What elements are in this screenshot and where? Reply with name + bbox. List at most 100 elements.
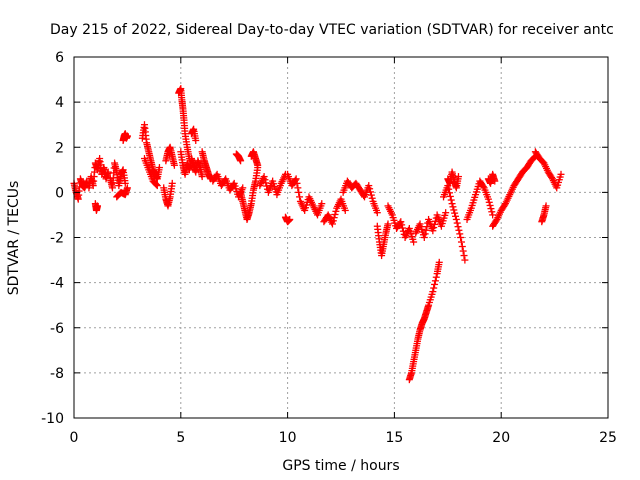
data-point (446, 189, 454, 197)
data-point (295, 188, 303, 196)
data-point (430, 284, 438, 292)
data-point (399, 224, 407, 232)
data-point (454, 223, 462, 231)
data-point (445, 185, 453, 193)
data-point (237, 157, 245, 165)
grid-lines (74, 57, 608, 418)
data-point (365, 182, 373, 190)
x-tick-label: 5 (176, 430, 185, 446)
data-point (168, 179, 176, 187)
data-point (456, 230, 464, 238)
data-point (450, 206, 458, 214)
y-tick-labels: -10 -8 -6 -4 -2 0 2 4 6 (41, 50, 64, 427)
data-point (542, 202, 550, 210)
data-point (332, 207, 340, 215)
data-point (435, 258, 443, 266)
y-tick-label: 0 (55, 185, 64, 201)
data-point (455, 226, 463, 234)
data-point (442, 209, 450, 217)
data-point (458, 243, 466, 251)
data-point (155, 164, 163, 172)
data-point (451, 209, 459, 217)
data-point (384, 220, 392, 228)
data-point (429, 288, 437, 296)
y-tick-label: -4 (50, 276, 64, 292)
y-tick-label: -2 (50, 231, 64, 247)
data-point (486, 201, 494, 209)
y-tick-label: 2 (55, 140, 64, 156)
x-tick-labels: 0 5 10 15 20 25 (70, 430, 617, 446)
data-point (487, 205, 495, 213)
data-point (432, 273, 440, 281)
data-point (447, 196, 455, 204)
data-point (431, 280, 439, 288)
data-point (366, 188, 374, 196)
data-point (491, 177, 499, 185)
data-point (459, 247, 467, 255)
data-point (373, 209, 381, 217)
x-tick-label: 15 (385, 430, 403, 446)
data-point (453, 219, 461, 227)
data-point (93, 202, 101, 210)
data-point (123, 184, 131, 192)
data-point (254, 161, 262, 169)
data-point (368, 194, 376, 202)
data-point (329, 217, 337, 225)
data-point (457, 234, 465, 241)
y-tick-label: -10 (41, 411, 64, 427)
data-point (104, 168, 112, 176)
data-point (328, 220, 336, 228)
data-point (192, 136, 200, 144)
data-point (448, 200, 456, 208)
data-point (262, 179, 270, 187)
data-point (198, 173, 206, 181)
data-point (296, 193, 304, 201)
data-point (460, 252, 468, 260)
data-points (70, 85, 565, 384)
data-point (367, 191, 375, 199)
x-tick-label: 0 (70, 430, 79, 446)
data-point (431, 220, 439, 228)
data-point (366, 185, 374, 193)
data-point (410, 238, 418, 246)
data-point (398, 221, 406, 229)
data-point (431, 277, 439, 285)
data-point (170, 161, 178, 169)
y-axis-label: SDTVAR / TECUs (6, 181, 22, 296)
data-point (430, 224, 438, 232)
data-point (420, 234, 428, 241)
data-point (485, 198, 493, 206)
data-point (489, 211, 497, 219)
data-point (260, 173, 268, 181)
data-point (454, 173, 462, 181)
data-point (422, 226, 430, 234)
data-point (318, 200, 326, 208)
data-point (461, 256, 469, 264)
data-point (557, 170, 565, 178)
data-point (121, 179, 129, 187)
data-point (429, 227, 437, 235)
data-point (330, 214, 338, 222)
x-axis-label: GPS time / hours (282, 458, 399, 474)
data-point (153, 182, 161, 190)
data-point (294, 184, 302, 192)
chart-title: Day 215 of 2022, Sidereal Day-to-day VTE… (50, 22, 614, 38)
data-point (331, 210, 339, 218)
data-point (457, 238, 465, 246)
data-point (421, 230, 429, 238)
axis-ticks (73, 56, 609, 419)
data-point (286, 215, 294, 223)
y-tick-label: 4 (55, 95, 64, 111)
data-point (488, 208, 496, 216)
y-tick-label: 6 (55, 50, 64, 66)
x-tick-label: 25 (599, 430, 617, 446)
y-tick-label: -8 (50, 366, 64, 382)
data-point (397, 218, 405, 226)
data-point (479, 183, 487, 191)
data-point (123, 132, 131, 140)
data-point (452, 215, 460, 223)
x-tick-label: 10 (279, 430, 297, 446)
data-point (239, 184, 247, 192)
data-point (449, 203, 457, 211)
